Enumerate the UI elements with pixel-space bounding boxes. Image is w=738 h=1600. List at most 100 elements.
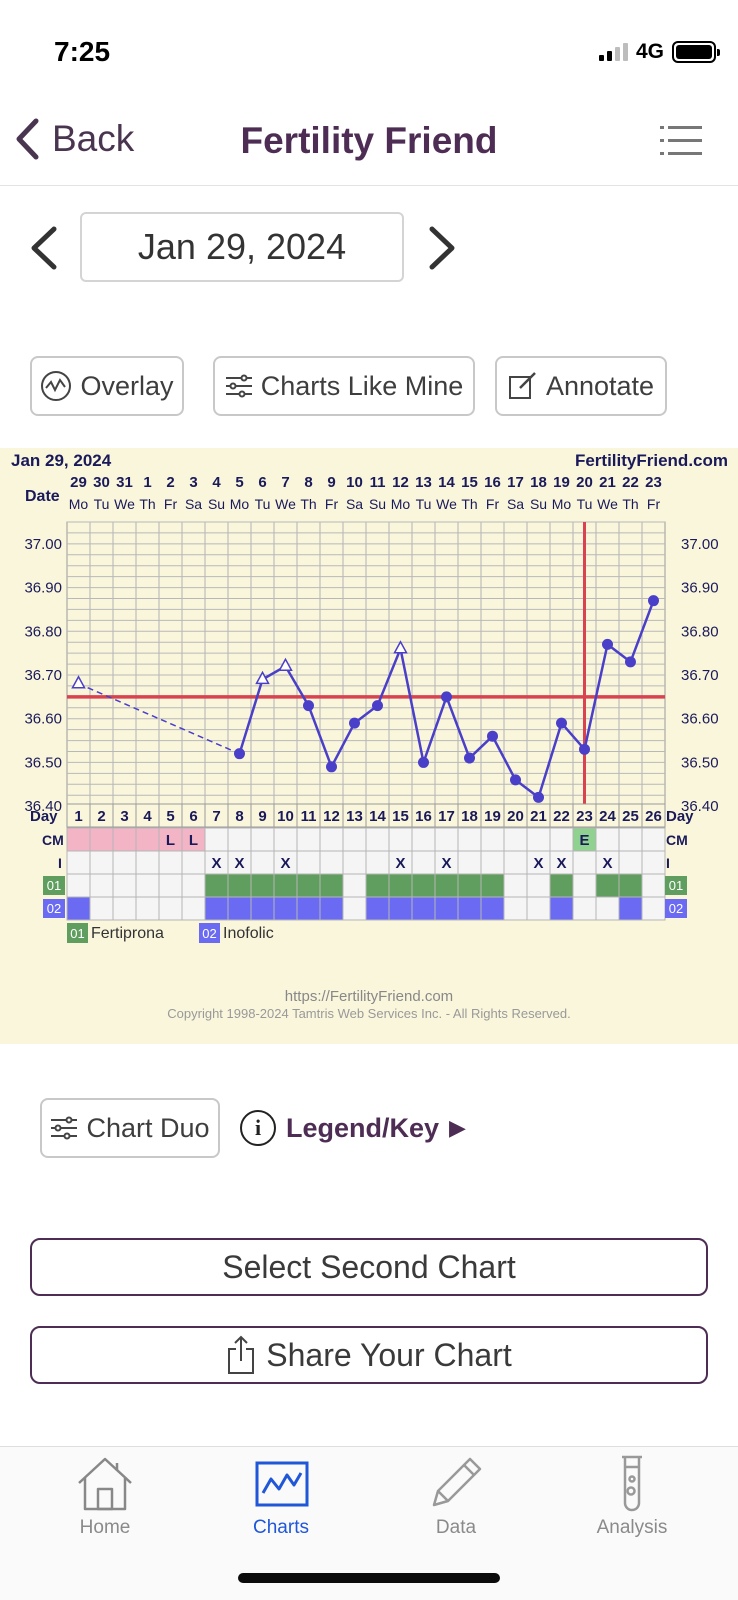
med2-empty-cell [158, 896, 183, 921]
chart-duo-button[interactable]: Chart Duo [40, 1098, 220, 1158]
tab-data[interactable]: Data [396, 1453, 516, 1543]
cm-cell [89, 827, 114, 852]
cm-cell-label: L [166, 832, 175, 849]
intercourse-mark: X [280, 855, 290, 872]
weekday-tick-label: Tu [416, 496, 432, 512]
tab-home[interactable]: Home [45, 1453, 165, 1543]
navigation-bar: Back Fertility Friend [0, 100, 738, 186]
day-number-label: 8 [235, 808, 243, 825]
date-tick-label: 21 [599, 474, 616, 491]
y-tick-label-right: 36.50 [681, 754, 719, 771]
day-number-label: 25 [622, 808, 639, 825]
date-navigator: Jan 29, 2024 [0, 212, 738, 284]
next-date-button[interactable] [424, 224, 460, 272]
battery-icon [672, 41, 720, 63]
temperature-point [326, 761, 337, 773]
date-tick-label: 15 [461, 474, 478, 491]
weekday-tick-label: We [275, 496, 296, 512]
tab-analysis-label: Analysis [596, 1517, 668, 1538]
page-title: Fertility Friend [240, 120, 498, 161]
tab-analysis[interactable]: Analysis [572, 1453, 692, 1543]
med2-empty-cell [89, 896, 114, 921]
weekday-tick-label: Su [369, 496, 386, 512]
overlay-icon [41, 371, 72, 401]
back-label: Back [52, 118, 135, 159]
legend-key-link[interactable]: i Legend/Key ▶ [240, 1110, 466, 1146]
menu-icon[interactable] [660, 126, 702, 156]
med2-empty-cell [135, 896, 160, 921]
date-tick-label: 8 [304, 474, 312, 491]
temperature-point [349, 717, 360, 729]
med1-taken-cell [227, 873, 252, 898]
date-tick-label: 5 [235, 474, 243, 491]
y-tick-label-right: 36.90 [681, 580, 719, 597]
y-tick-label-left: 36.90 [24, 580, 62, 597]
med1-taken-cell [595, 873, 620, 898]
cm-cell [549, 827, 574, 852]
tab-charts[interactable]: Charts [221, 1453, 341, 1543]
day-number-label: 15 [392, 808, 409, 825]
cm-cell-label: E [579, 832, 589, 849]
temperature-point [602, 638, 613, 650]
charts-like-mine-button[interactable]: Charts Like Mine [213, 356, 475, 416]
intercourse-cell [296, 850, 321, 875]
weekday-tick-label: Th [139, 496, 155, 512]
day-number-label: 20 [507, 808, 524, 825]
annotate-button[interactable]: Annotate [495, 356, 667, 416]
date-tick-label: 1 [143, 474, 151, 491]
weekday-tick-label: Fr [325, 496, 339, 512]
intercourse-mark: X [395, 855, 405, 872]
cm-cell [457, 827, 482, 852]
med1-taken-cell [457, 873, 482, 898]
intercourse-cell [365, 850, 390, 875]
day-row-label-left: Day [30, 808, 58, 825]
date-tick-label: 22 [622, 474, 639, 491]
overlay-button[interactable]: Overlay [30, 356, 184, 416]
med2-badge-right [665, 899, 687, 918]
intercourse-cell [66, 850, 91, 875]
y-tick-label-left: 36.80 [24, 623, 62, 640]
date-tick-label: 23 [645, 474, 662, 491]
tab-data-label: Data [435, 1517, 477, 1538]
day-number-label: 22 [553, 808, 570, 825]
back-button[interactable]: Back [14, 118, 134, 160]
select-second-chart-button[interactable]: Select Second Chart [30, 1238, 708, 1296]
med2-empty-cell [572, 896, 597, 921]
date-field[interactable]: Jan 29, 2024 [80, 212, 404, 282]
charts-like-mine-label: Charts Like Mine [260, 370, 464, 401]
med1-empty-cell [181, 873, 206, 898]
weekday-tick-label: Mo [230, 496, 250, 512]
temperature-point [556, 717, 567, 729]
weekday-tick-label: Tu [577, 496, 593, 512]
day-number-label: 3 [120, 808, 128, 825]
med2-code-right: 02 [669, 901, 683, 916]
day-number-label: 12 [323, 808, 340, 825]
med1-empty-cell [158, 873, 183, 898]
weekday-tick-label: Th [300, 496, 316, 512]
cm-cell [434, 827, 459, 852]
date-tick-label: 2 [166, 474, 174, 491]
intercourse-cell [342, 850, 367, 875]
intercourse-mark: X [211, 855, 221, 872]
day-number-label: 17 [438, 808, 455, 825]
intercourse-cell [572, 850, 597, 875]
previous-date-button[interactable] [26, 224, 62, 272]
med2-taken-cell [204, 896, 229, 921]
temperature-point-discarded [255, 670, 270, 685]
med1-empty-cell [342, 873, 367, 898]
chevron-left-icon [16, 118, 39, 160]
day-number-label: 18 [461, 808, 478, 825]
cm-cell [365, 827, 390, 852]
cm-cell [273, 827, 298, 852]
home-indicator [238, 1573, 500, 1583]
share-chart-button[interactable]: Share Your Chart [30, 1326, 708, 1384]
med2-empty-cell [595, 896, 620, 921]
med1-taken-cell [296, 873, 321, 898]
chart-header-date: Jan 29, 2024 [11, 451, 112, 470]
med2-code-left: 02 [47, 901, 61, 916]
cm-cell [319, 827, 344, 852]
cm-cell [250, 827, 275, 852]
y-tick-label-left: 37.00 [24, 536, 62, 553]
legend-key-label: Legend/Key [286, 1112, 440, 1143]
weekday-tick-label: Mo [69, 496, 89, 512]
